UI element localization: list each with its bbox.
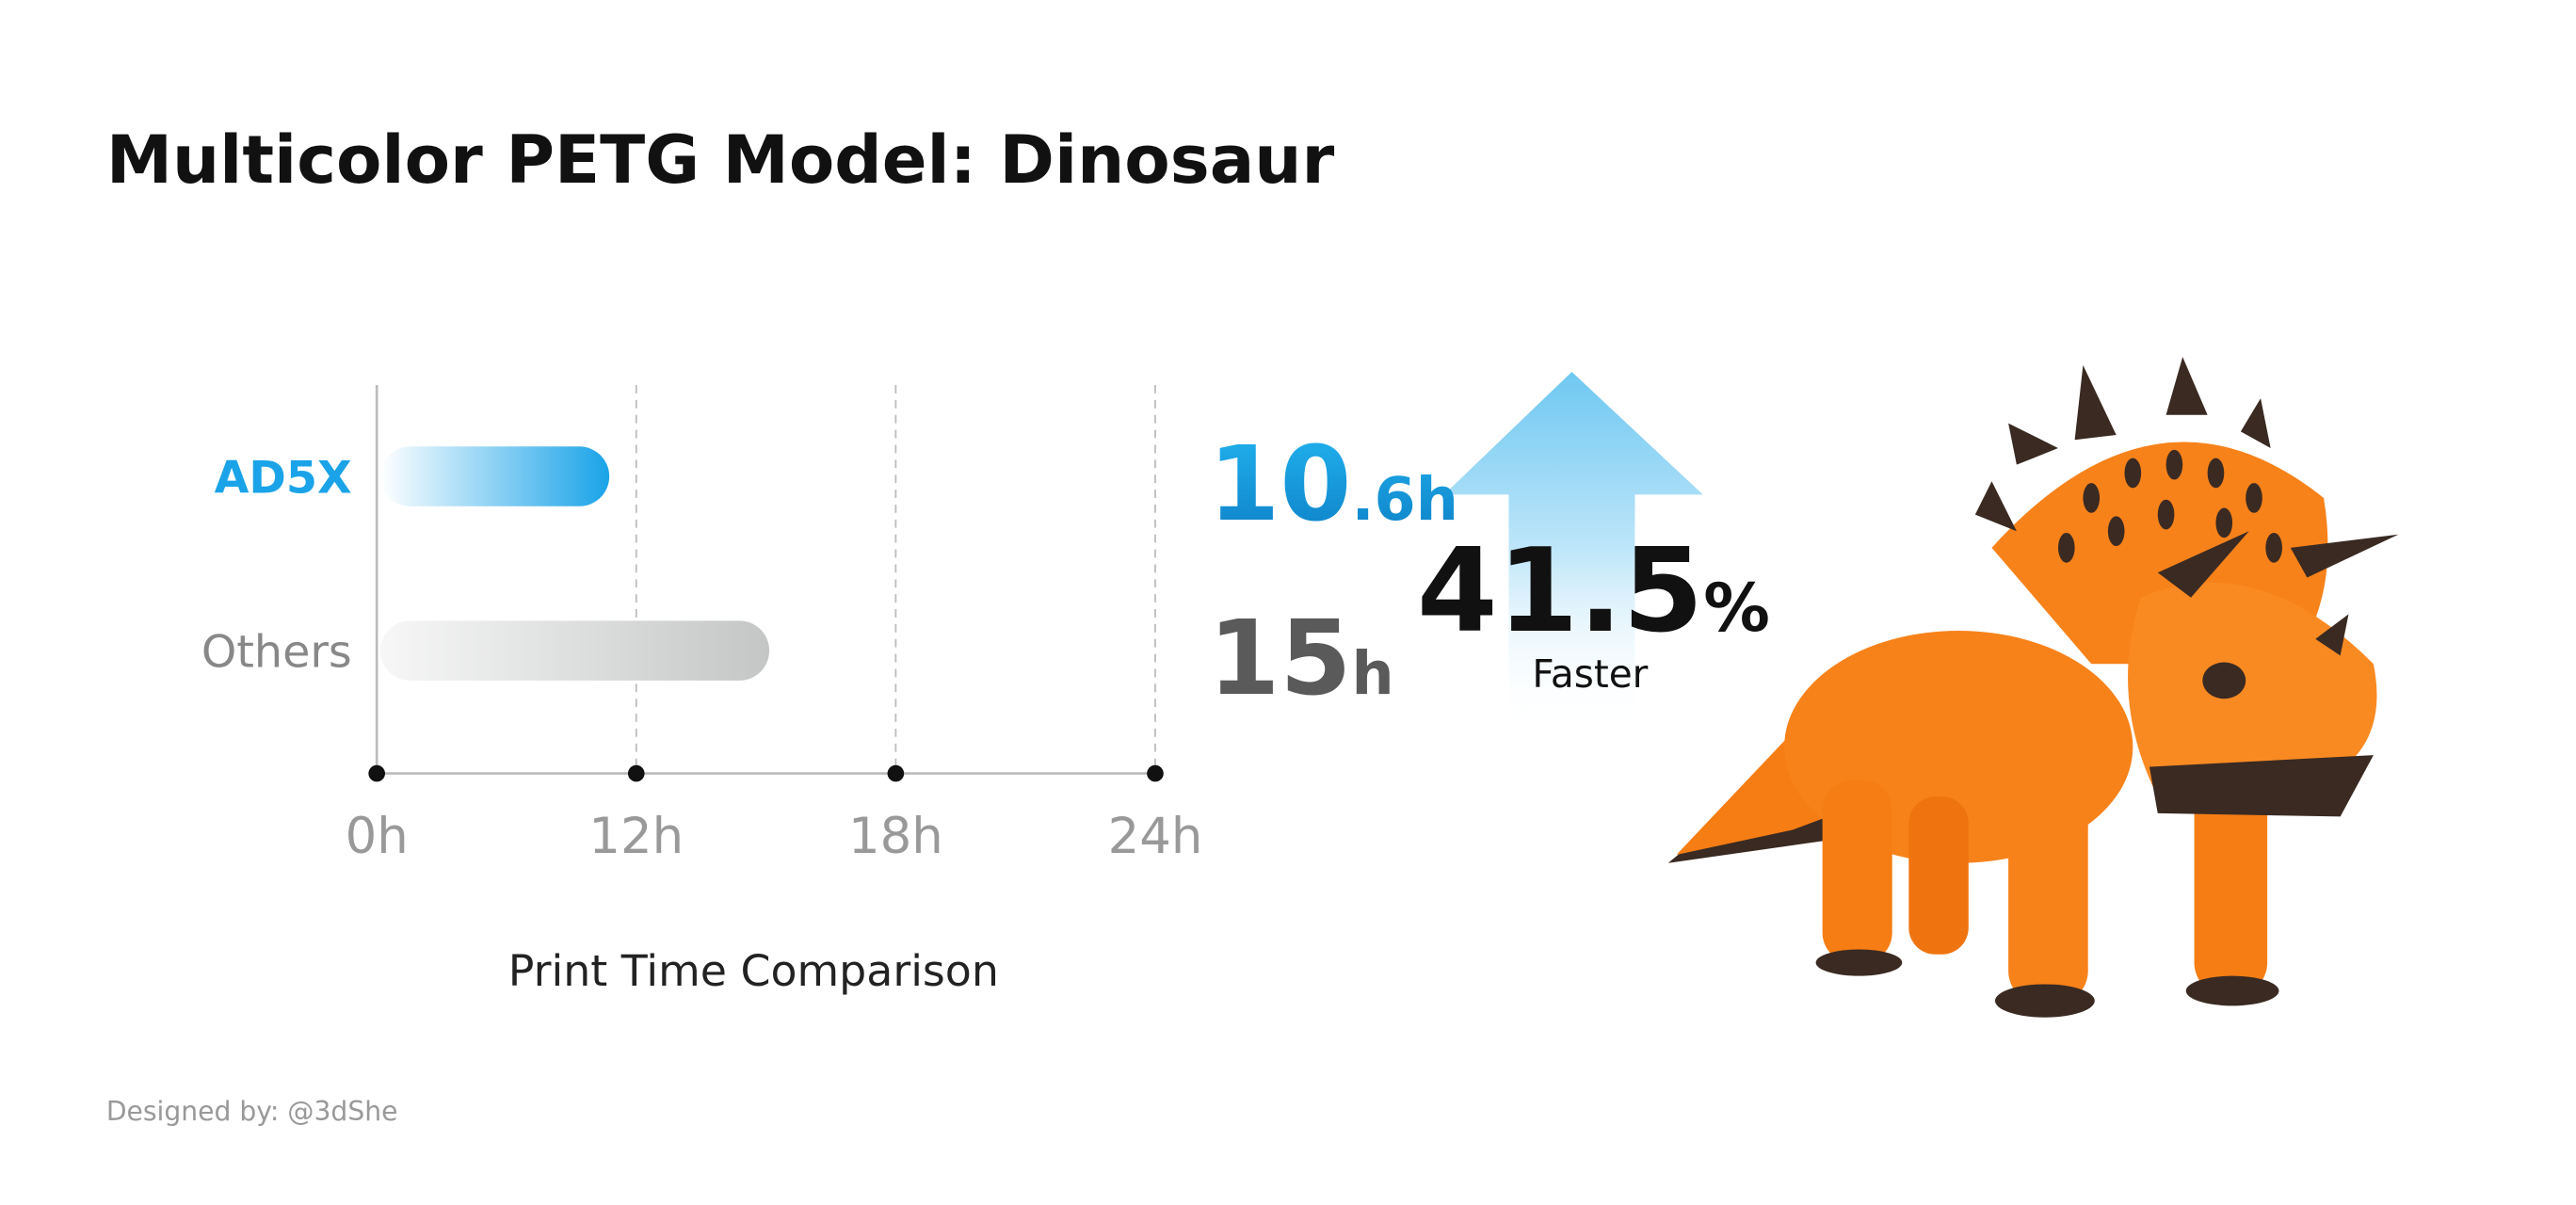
value-label-main: 15 [1208,599,1351,718]
category-label: AD5X [215,453,352,505]
value-label-main: 10 [1208,425,1351,544]
tick-mark [887,764,905,782]
tick-mark [627,764,645,782]
x-tick-label: 18h [848,808,943,865]
x-axis-label: Print Time Comparison [508,945,999,996]
bar [379,446,610,506]
value-label: 10.6h [1208,425,1458,544]
value-label-rest: h [1351,638,1393,708]
highlight-number: 41.5 [1417,523,1703,659]
value-label-rest: .6h [1351,464,1457,534]
bar [379,620,770,681]
x-tick-label: 0h [346,808,409,865]
x-tick-label: 24h [1108,808,1203,865]
x-tick-label: 12h [588,808,684,865]
value-label: 15h [1208,599,1393,718]
footer: Designed by: @3dShe [106,1096,398,1127]
arrow-icon [1443,371,1703,731]
category-label: Others [201,627,352,679]
plot: 0h 12h 18h 24h AD5X 10.6h Others 15h [201,385,1458,865]
highlight-unit: % [1703,570,1770,647]
highlight-caption: Faster [1532,651,1648,697]
dinosaur-illustration [1667,357,2399,1018]
highlight-value: 41.5% [1417,523,1770,659]
chart-title: Multicolor PETG Model: Dinosaur [106,121,1335,199]
tick-mark [1147,764,1164,782]
tick-mark [368,764,385,782]
